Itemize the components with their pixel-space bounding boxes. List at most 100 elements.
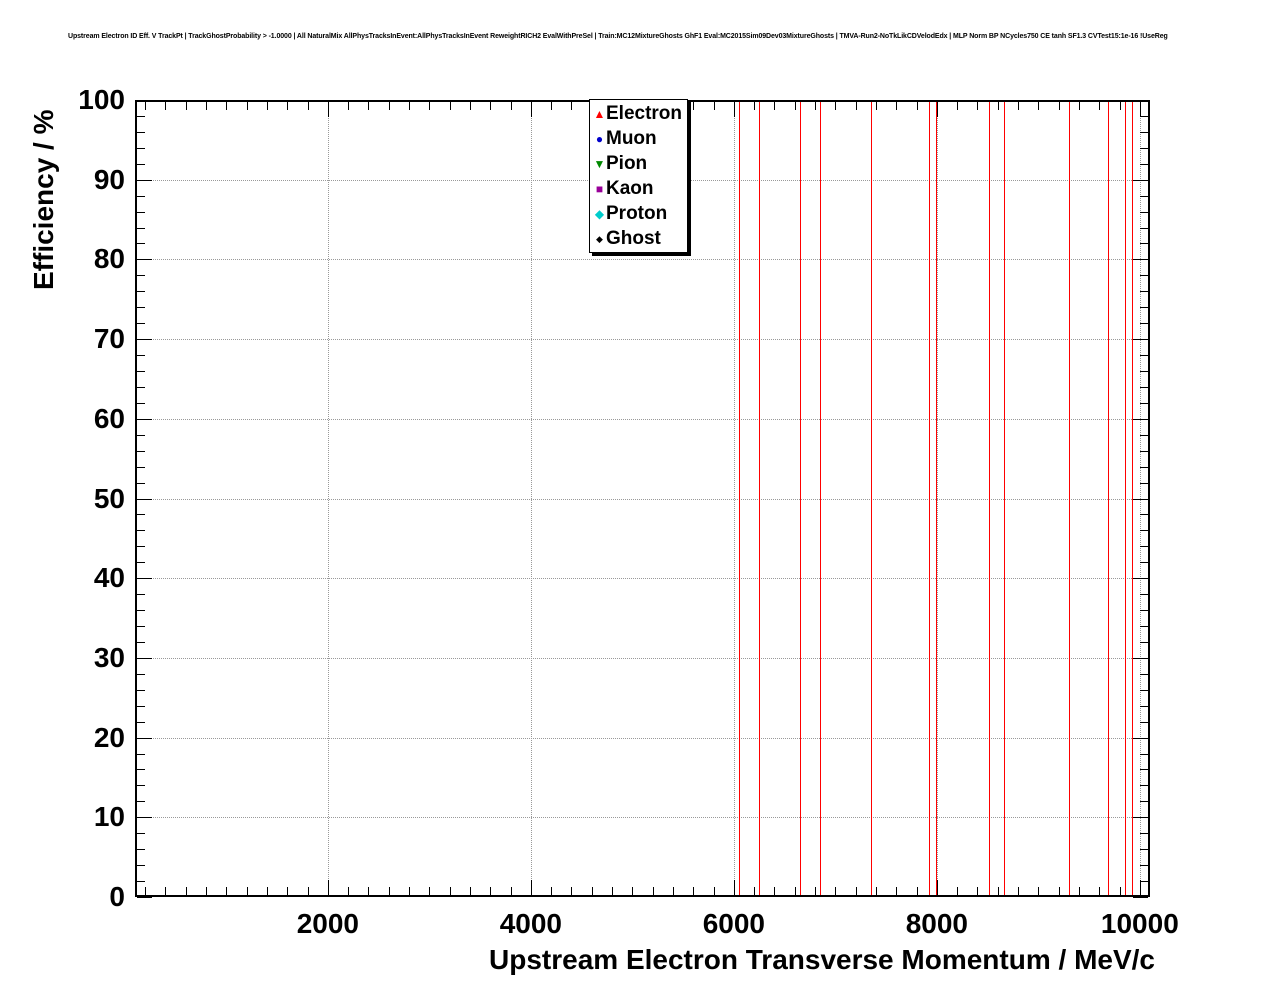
gridline-horizontal (135, 737, 1150, 739)
y-axis-tick (137, 721, 145, 723)
y-axis-tick (137, 195, 145, 197)
electron-error-bar (1068, 100, 1070, 897)
x-axis-tick-top (165, 102, 167, 110)
y-axis-tick (137, 897, 152, 898)
y-tick-label: 90 (93, 163, 125, 195)
x-axis-tick (449, 887, 451, 895)
legend-entry-muon: ● Muon (590, 126, 687, 151)
y-axis-tick (137, 131, 145, 133)
electron-error-bar (759, 100, 761, 897)
x-axis-tick-top (713, 102, 715, 110)
y-axis-tick-right (1140, 291, 1148, 293)
y-axis-tick (137, 801, 145, 803)
y-axis-tick-right (1140, 275, 1148, 277)
y-axis-tick-right (1133, 578, 1148, 580)
electron-error-bar (928, 100, 930, 897)
y-axis-tick-right (1140, 546, 1148, 548)
y-axis-tick (137, 737, 152, 739)
legend-entry-kaon: ■ Kaon (590, 176, 687, 201)
y-axis-tick-right (1140, 466, 1148, 468)
x-axis-tick (1119, 887, 1121, 895)
y-axis-tick (137, 705, 145, 707)
y-axis-tick (137, 769, 145, 771)
x-axis-tick (693, 887, 695, 895)
y-axis-tick (137, 482, 145, 484)
legend-entry-proton: ◆ Proton (590, 201, 687, 226)
diamond-marker-icon: ◆ (594, 206, 605, 221)
x-axis-tick (185, 887, 187, 895)
y-axis-tick (137, 753, 145, 755)
x-axis-tick-top (794, 102, 796, 110)
y-tick-label: 40 (93, 562, 125, 594)
x-axis-tick-top (977, 102, 979, 110)
y-axis-tick-right (1140, 195, 1148, 197)
y-tick-label: 10 (93, 801, 125, 833)
y-axis-tick (137, 339, 152, 341)
x-axis-tick-top (1058, 102, 1060, 110)
x-axis-tick (530, 880, 532, 895)
y-tick-label: 100 (78, 84, 125, 115)
x-axis-tick (327, 880, 329, 895)
y-axis-tick-right (1140, 482, 1148, 484)
y-tick-label: 0 (109, 881, 125, 912)
y-axis-tick (137, 259, 152, 261)
y-axis-tick (137, 881, 145, 883)
x-axis-tick (165, 887, 167, 895)
electron-error-bar (738, 100, 740, 897)
y-axis-tick-right (1140, 243, 1148, 245)
y-axis-tick (137, 147, 145, 149)
y-axis-tick-right (1140, 785, 1148, 787)
y-axis-tick (137, 610, 145, 612)
x-axis-tick (206, 887, 208, 895)
y-axis-tick-right (1140, 689, 1148, 691)
y-axis-tick-right (1140, 355, 1148, 357)
x-axis-tick-top (145, 102, 147, 110)
y-axis-tick (137, 514, 145, 516)
y-axis-tick-right (1140, 163, 1148, 165)
electron-error-bar (1108, 100, 1110, 897)
x-axis-tick (368, 887, 370, 895)
y-axis-tick-right (1133, 339, 1148, 341)
y-axis-tick-right (1140, 769, 1148, 771)
y-axis-tick-right (1140, 514, 1148, 516)
legend-label: Kaon (606, 177, 654, 199)
x-axis-tick (490, 887, 492, 895)
x-axis-tick (997, 887, 999, 895)
y-axis-tick-right (1133, 817, 1148, 819)
x-axis-tick (957, 887, 959, 895)
y-axis-tick (137, 466, 145, 468)
y-axis-tick (137, 163, 145, 165)
x-axis-tick (977, 887, 979, 895)
x-axis-tick (794, 887, 796, 895)
y-tick-label: 20 (93, 721, 125, 753)
y-axis-tick (137, 211, 145, 213)
y-axis-tick-right (1140, 370, 1148, 372)
y-axis-tick-right (1140, 641, 1148, 643)
x-axis-tick-top (815, 102, 817, 110)
y-axis-tick-right (1140, 562, 1148, 564)
x-axis-tick (936, 880, 938, 895)
x-axis-tick-top (368, 102, 370, 110)
x-axis-tick-top (1018, 102, 1020, 110)
y-axis-tick-right (1140, 753, 1148, 755)
x-axis-tick (774, 887, 776, 895)
circle-marker-icon: ● (595, 131, 604, 146)
x-axis-tick-top (855, 102, 857, 110)
x-axis-tick (875, 887, 877, 895)
y-axis-tick (137, 641, 145, 643)
x-tick-label: 2000 (296, 908, 359, 939)
y-axis-tick-right (1140, 833, 1148, 835)
y-axis-tick-right (1133, 897, 1148, 898)
y-axis-tick (137, 418, 152, 420)
legend-entry-ghost: ◆ Ghost (590, 226, 687, 251)
x-axis-tick-top (287, 102, 289, 110)
y-tick-label: 50 (93, 482, 125, 514)
x-axis-tick (632, 887, 634, 895)
y-axis-tick (137, 307, 145, 309)
x-axis-tick (226, 887, 228, 895)
x-axis-tick-top (266, 102, 268, 110)
y-axis-tick-right (1140, 626, 1148, 628)
x-axis-tick (551, 887, 553, 895)
y-axis-tick-right (1140, 147, 1148, 149)
